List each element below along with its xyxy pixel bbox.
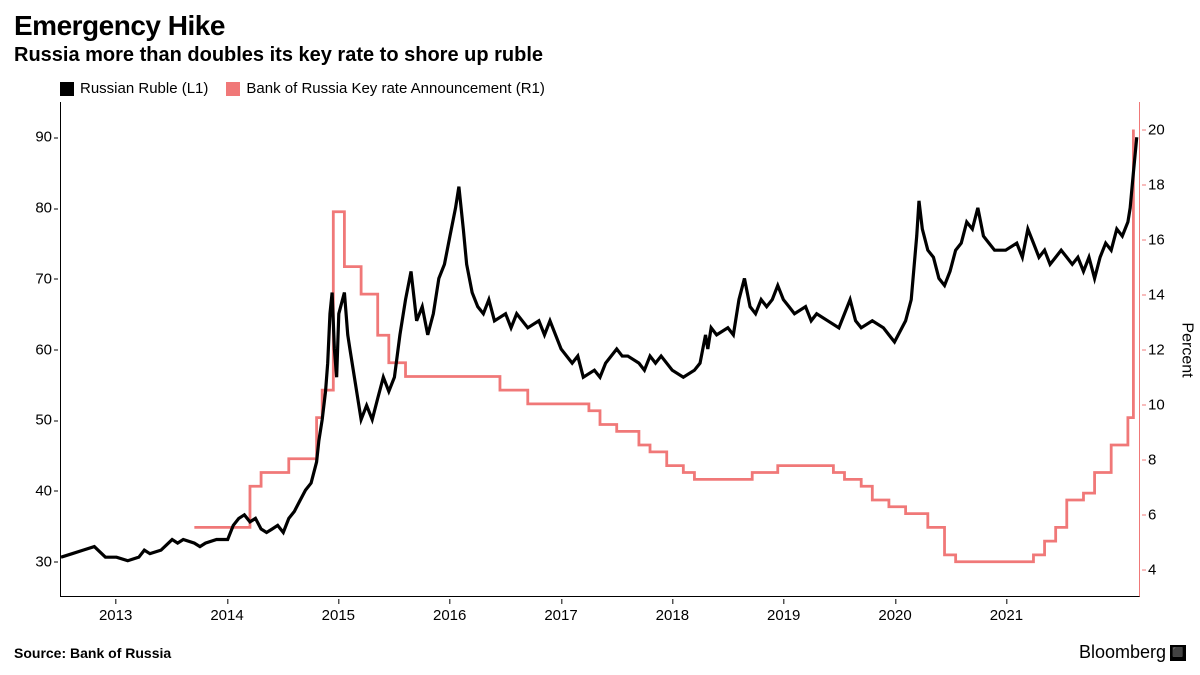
- line-ruble: [61, 137, 1137, 560]
- x-tick: 2020: [878, 607, 911, 624]
- y-right-tick: 6: [1148, 506, 1156, 523]
- legend-item-ruble: Russian Ruble (L1): [60, 80, 208, 97]
- y-right-tick: 10: [1148, 396, 1165, 413]
- brand-icon: ⬛: [1170, 645, 1186, 661]
- y-right-tick: 18: [1148, 176, 1165, 193]
- y-right-tick: 14: [1148, 286, 1165, 303]
- legend-label-1: Russian Ruble (L1): [80, 80, 208, 97]
- y-left-tick: 40: [35, 482, 52, 499]
- chart-container: Russian Ruble (L1) Bank of Russia Key ra…: [14, 80, 1186, 627]
- y-left-tick: 50: [35, 412, 52, 429]
- y-left-tick: 70: [35, 270, 52, 287]
- brand: Bloomberg ⬛: [1079, 642, 1186, 663]
- chart-subtitle: Russia more than doubles its key rate to…: [0, 42, 1200, 67]
- x-tick: 2021: [990, 607, 1023, 624]
- y-axis-right: Percent 468101214161820: [1142, 102, 1186, 597]
- y-left-tick: 30: [35, 553, 52, 570]
- x-tick: 2019: [767, 607, 800, 624]
- x-tick: 2015: [322, 607, 355, 624]
- legend-swatch-1: [60, 82, 74, 96]
- y-right-tick: 4: [1148, 561, 1156, 578]
- y-right-tick: 8: [1148, 451, 1156, 468]
- legend-label-2: Bank of Russia Key rate Announcement (R1…: [246, 80, 545, 97]
- x-tick: 2013: [99, 607, 132, 624]
- y-right-tick: 12: [1148, 341, 1165, 358]
- legend: Russian Ruble (L1) Bank of Russia Key ra…: [60, 80, 545, 97]
- y-left-tick: 80: [35, 200, 52, 217]
- chart-title: Emergency Hike: [0, 0, 1200, 42]
- y-axis-right-label: Percent: [1177, 322, 1195, 377]
- source-text: Source: Bank of Russia: [14, 645, 171, 661]
- plot-area: [60, 102, 1140, 597]
- x-tick: 2014: [210, 607, 243, 624]
- x-tick: 2018: [656, 607, 689, 624]
- legend-swatch-2: [226, 82, 240, 96]
- plot-svg: [61, 102, 1139, 596]
- brand-text: Bloomberg: [1079, 642, 1166, 663]
- y-axis-left: 30 40 50 60 70 80 90: [14, 102, 58, 597]
- y-right-tick: 20: [1148, 121, 1165, 138]
- x-tick: 2016: [433, 607, 466, 624]
- legend-item-keyrate: Bank of Russia Key rate Announcement (R1…: [226, 80, 545, 97]
- y-right-tick: 16: [1148, 231, 1165, 248]
- x-tick: 2017: [544, 607, 577, 624]
- y-left-tick: 90: [35, 129, 52, 146]
- x-axis: 2013 2014 2015 2016 2017 2018 2019 2020 2021: [60, 599, 1140, 627]
- y-left-tick: 60: [35, 341, 52, 358]
